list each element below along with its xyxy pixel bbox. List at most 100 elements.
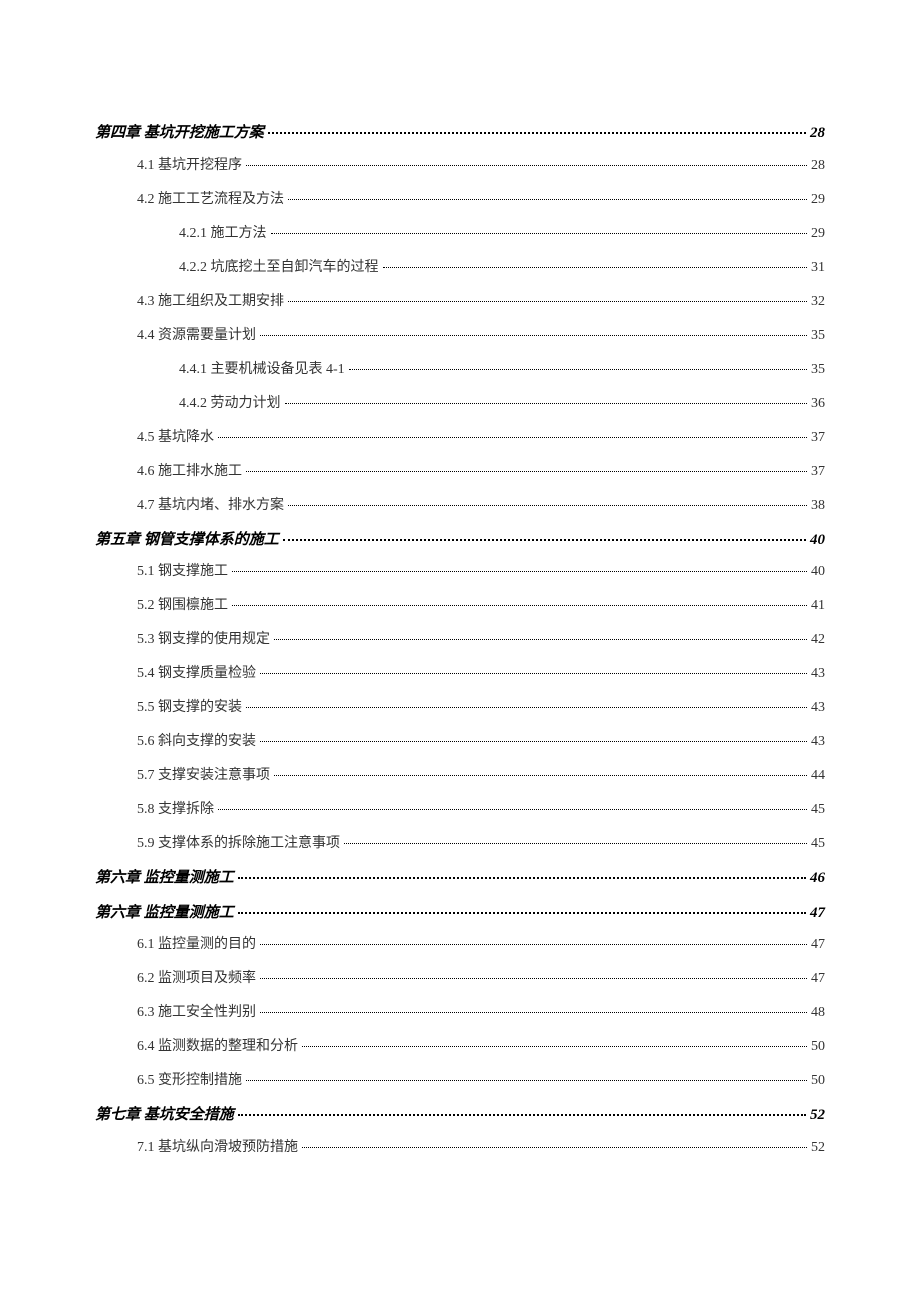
toc-leader-dots — [349, 369, 807, 370]
toc-page-number: 40 — [810, 529, 825, 552]
toc-entry: 4.2 施工工艺流程及方法 29 — [95, 189, 825, 210]
toc-title: 6.5 变形控制措施 — [137, 1070, 242, 1091]
toc-entry: 5.5 钢支撑的安装43 — [95, 697, 825, 718]
toc-entry: 5.1 钢支撑施工40 — [95, 561, 825, 582]
table-of-contents: 第四章 基坑开挖施工方案 28 4.1 基坑开挖程序28 4.2 施工工艺流程及方法 2… — [95, 122, 825, 1158]
toc-leader-dots — [232, 605, 807, 606]
toc-leader-dots — [283, 539, 806, 541]
toc-leader-dots — [218, 809, 807, 810]
toc-leader-dots — [274, 775, 807, 776]
toc-title: 4.2 施工工艺流程及方法 — [137, 189, 284, 210]
toc-entry: 第四章 基坑开挖施工方案 28 — [95, 122, 825, 145]
toc-page-number: 32 — [811, 291, 825, 312]
toc-page-number: 47 — [810, 902, 825, 925]
toc-page-number: 37 — [811, 461, 825, 482]
toc-page-number: 38 — [811, 495, 825, 516]
toc-leader-dots — [274, 639, 807, 640]
toc-entry: 5.7 支撑安装注意事项 44 — [95, 765, 825, 786]
toc-title: 5.8 支撑拆除 — [137, 799, 214, 820]
toc-title: 4.1 基坑开挖程序 — [137, 155, 242, 176]
toc-entry: 5.6 斜向支撑的安装 43 — [95, 731, 825, 752]
toc-title: 第六章 监控量测施工 — [95, 867, 234, 890]
toc-page-number: 52 — [810, 1104, 825, 1127]
toc-title: 第五章 钢管支撑体系的施工 — [95, 529, 279, 552]
toc-entry: 5.9 支撑体系的拆除施工注意事项45 — [95, 833, 825, 854]
toc-page-number: 48 — [811, 1002, 825, 1023]
toc-title: 6.1 监控量测的目的 — [137, 934, 256, 955]
toc-entry: 6.3 施工安全性判别 48 — [95, 1002, 825, 1023]
toc-title: 第七章 基坑安全措施 — [95, 1104, 234, 1127]
toc-page-number: 40 — [811, 561, 825, 582]
toc-entry: 6.1 监控量测的目的47 — [95, 934, 825, 955]
toc-page-number: 31 — [811, 257, 825, 278]
toc-page-number: 43 — [811, 663, 825, 684]
toc-entry: 6.5 变形控制措施 50 — [95, 1070, 825, 1091]
toc-leader-dots — [302, 1147, 807, 1148]
toc-leader-dots — [246, 1080, 807, 1081]
toc-page-number: 41 — [811, 595, 825, 616]
toc-leader-dots — [271, 233, 808, 234]
toc-page-number: 35 — [811, 325, 825, 346]
toc-title: 5.3 钢支撑的使用规定 — [137, 629, 270, 650]
toc-page-number: 42 — [811, 629, 825, 650]
toc-leader-dots — [288, 505, 807, 506]
toc-page-number: 52 — [811, 1137, 825, 1158]
toc-title: 6.3 施工安全性判别 — [137, 1002, 256, 1023]
toc-title: 4.4.1 主要机械设备见表 4-1 — [179, 359, 345, 380]
toc-leader-dots — [302, 1046, 807, 1047]
toc-page-number: 36 — [811, 393, 825, 414]
toc-leader-dots — [260, 944, 807, 945]
toc-entry: 4.1 基坑开挖程序28 — [95, 155, 825, 176]
toc-title: 5.5 钢支撑的安装 — [137, 697, 242, 718]
toc-entry: 第六章 监控量测施工 47 — [95, 902, 825, 925]
toc-leader-dots — [288, 199, 807, 200]
toc-leader-dots — [383, 267, 808, 268]
toc-entry: 第七章 基坑安全措施 52 — [95, 1104, 825, 1127]
toc-title: 4.4 资源需要量计划 — [137, 325, 256, 346]
toc-entry: 4.4 资源需要量计划 35 — [95, 325, 825, 346]
toc-entry: 4.7 基坑内堵、排水方案 38 — [95, 495, 825, 516]
toc-page-number: 46 — [810, 867, 825, 890]
toc-entry: 第五章 钢管支撑体系的施工 40 — [95, 529, 825, 552]
toc-title: 5.6 斜向支撑的安装 — [137, 731, 256, 752]
toc-page-number: 45 — [811, 833, 825, 854]
toc-page-number: 50 — [811, 1036, 825, 1057]
toc-title: 4.3 施工组织及工期安排 — [137, 291, 284, 312]
toc-leader-dots — [246, 471, 807, 472]
toc-title: 6.4 监测数据的整理和分析 — [137, 1036, 298, 1057]
toc-entry: 7.1 基坑纵向滑坡预防措施 52 — [95, 1137, 825, 1158]
toc-title: 7.1 基坑纵向滑坡预防措施 — [137, 1137, 298, 1158]
toc-page-number: 29 — [811, 189, 825, 210]
toc-leader-dots — [260, 741, 807, 742]
toc-title: 第六章 监控量测施工 — [95, 902, 234, 925]
toc-leader-dots — [238, 912, 806, 914]
toc-title: 4.2.2 坑底挖土至自卸汽车的过程 — [179, 257, 379, 278]
toc-page-number: 28 — [810, 122, 825, 145]
toc-title: 第四章 基坑开挖施工方案 — [95, 122, 264, 145]
toc-title: 4.6 施工排水施工 — [137, 461, 242, 482]
toc-leader-dots — [344, 843, 807, 844]
toc-entry: 5.8 支撑拆除45 — [95, 799, 825, 820]
toc-leader-dots — [285, 403, 808, 404]
toc-entry: 第六章 监控量测施工 46 — [95, 867, 825, 890]
toc-page-number: 50 — [811, 1070, 825, 1091]
toc-page-number: 29 — [811, 223, 825, 244]
toc-entry: 4.5 基坑降水37 — [95, 427, 825, 448]
toc-entry: 4.3 施工组织及工期安排 32 — [95, 291, 825, 312]
toc-leader-dots — [238, 1114, 806, 1116]
toc-title: 4.7 基坑内堵、排水方案 — [137, 495, 284, 516]
toc-leader-dots — [260, 978, 807, 979]
toc-page-number: 43 — [811, 731, 825, 752]
toc-title: 4.2.1 施工方法 — [179, 223, 267, 244]
toc-page-number: 44 — [811, 765, 825, 786]
toc-entry: 6.2 监测项目及频率47 — [95, 968, 825, 989]
toc-page-number: 47 — [811, 968, 825, 989]
toc-leader-dots — [246, 707, 807, 708]
toc-leader-dots — [232, 571, 807, 572]
toc-title: 4.5 基坑降水 — [137, 427, 214, 448]
toc-entry: 5.3 钢支撑的使用规定 42 — [95, 629, 825, 650]
toc-title: 5.7 支撑安装注意事项 — [137, 765, 270, 786]
toc-leader-dots — [260, 335, 807, 336]
toc-leader-dots — [268, 132, 806, 134]
toc-leader-dots — [238, 877, 806, 879]
